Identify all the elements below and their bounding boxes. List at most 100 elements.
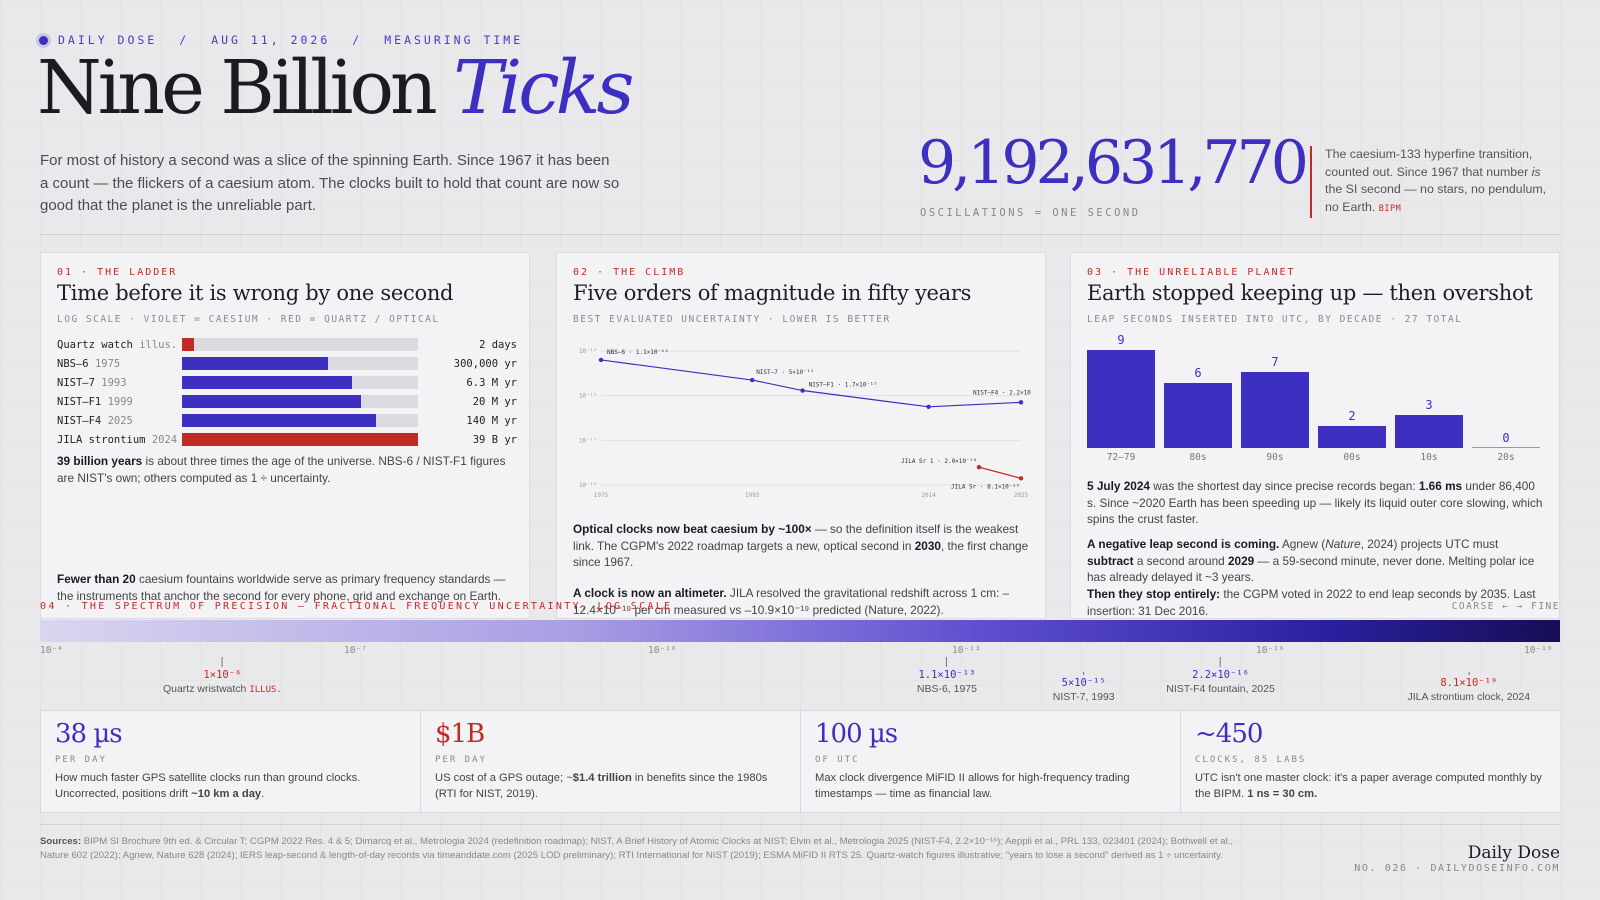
kicker-date: AUG 11, 2026 <box>211 33 331 47</box>
ladder-row-track <box>182 338 418 351</box>
stats-row: 38 µs PER DAY How much faster GPS satellit… <box>40 710 1560 813</box>
intro-paragraph: For most of history a second was a slice… <box>40 152 620 214</box>
ladder-row-track <box>182 433 418 446</box>
leap-bar-value: 3 <box>1425 398 1433 413</box>
spectrum-marker-stem <box>1468 672 1470 675</box>
issue-number: NO. 026 · DAILYDOSEINFO.COM <box>1354 863 1560 874</box>
header-divider <box>40 234 1560 235</box>
spectrum-tick: 10⁻¹³ <box>952 645 981 656</box>
stat-description: Max clock divergence MiFID II allows for… <box>815 772 1130 800</box>
chart-point <box>926 404 931 410</box>
page-title: Nine Billion Ticks <box>37 49 634 128</box>
kicker-separator: / <box>179 33 190 47</box>
spectrum-marker-tag: ILLUS. <box>249 685 282 695</box>
leap-bar-value: 7 <box>1271 354 1279 369</box>
chart-y-tick: 10⁻¹⁹ <box>579 482 597 489</box>
altimeter-note-text: JILA resolved the gravitational redshift… <box>573 586 1010 617</box>
sources-text: BIPM SI Brochure 9th ed. & Circular T; C… <box>40 836 1234 861</box>
spectrum-direction: COARSE ← → FINE <box>1451 601 1560 612</box>
card-climb: 02 · THE CLIMB Five orders of magnitude … <box>556 252 1046 619</box>
chart-point-label: JILA Sr 1 · 2.0×10⁻¹⁸ <box>901 458 977 465</box>
chart-x-tick: 1975 <box>594 492 609 499</box>
leap-bar-label: 10s <box>1420 452 1438 463</box>
leap-bar-value: 2 <box>1348 409 1356 424</box>
spectrum-tick: 10⁻⁷ <box>344 645 367 656</box>
end-leap-bold: Then they stop entirely: <box>1087 587 1221 601</box>
stat-card: $1B PER DAY US cost of a GPS outage; ~$1.4… <box>420 711 800 812</box>
ladder-row-note: 1975 <box>94 357 121 370</box>
spectrum-bar <box>40 620 1560 642</box>
leap-bar-value: 0 <box>1502 431 1510 445</box>
altimeter-note: A clock is now an altimeter. JILA resolv… <box>573 585 1033 618</box>
sidenote-source-tag: BIPM <box>1378 203 1402 214</box>
stat-card: 38 µs PER DAY How much faster GPS satellit… <box>40 711 420 812</box>
stat-value: 38 µs <box>55 719 123 749</box>
ladder-row-value: 39 B yr <box>472 433 517 446</box>
spectrum-marker: 1.1×10⁻¹³ NBS-6, 1975 <box>917 657 977 695</box>
negative-leap-subtract: subtract <box>1087 553 1134 568</box>
chart-point-label: NIST–F4 · 2.2×10⁻¹⁶ <box>973 389 1031 396</box>
stat-label: PER DAY <box>55 755 107 765</box>
card-eyebrow: 02 · THE CLIMB <box>573 267 686 278</box>
negative-leap-text: — a 59-second minute, never done. Meltin… <box>1087 553 1535 585</box>
fountains-note-bold: Fewer than 20 <box>57 572 136 586</box>
chart-point <box>976 464 982 470</box>
leap-bar-label: 80s <box>1189 452 1207 463</box>
kicker-topic: MEASURING TIME <box>384 33 524 47</box>
spectrum-marker-stem <box>1083 672 1085 675</box>
ladder-row-track <box>182 414 418 427</box>
card-title: Time before it is wrong by one second <box>57 281 454 305</box>
spectrum-marker-label: JILA strontium clock, 2024 <box>1407 691 1531 703</box>
stat-label: OF UTC <box>815 755 860 765</box>
leap-bar-label: 00s <box>1343 452 1361 463</box>
spectrum-marker-stem <box>946 657 948 667</box>
stat-description: UTC isn't one master clock: it's a paper… <box>1195 772 1542 800</box>
chart-y-tick: 10⁻¹³ <box>579 348 597 355</box>
ladder-row-value: 6.3 M yr <box>466 376 517 389</box>
end-leap-text: the CGPM voted in 2022 to end leap secon… <box>1087 587 1536 618</box>
stat-label: PER DAY <box>435 755 487 765</box>
card-eyebrow: 03 · THE UNRELIABLE PLANET <box>1087 267 1296 278</box>
spectrum-marker-value: 1×10⁻⁶ <box>203 669 242 681</box>
chart-series-line <box>978 466 1022 479</box>
leap-bar-value: 6 <box>1194 365 1202 380</box>
chart-point <box>598 357 604 363</box>
optical-note: Optical clocks now beat caesium by ~100×… <box>573 521 1033 571</box>
end-leap-note: Then they stop entirely: the CGPM voted … <box>1087 586 1547 618</box>
stat-description: US cost of a GPS outage; ~$1.4 trillion … <box>435 772 768 800</box>
sources-label: Sources: <box>40 836 82 847</box>
chart-x-tick: 2025 <box>1014 492 1029 499</box>
title-accent: Ticks <box>453 45 634 131</box>
stat-label: CLOCKS, 85 LABS <box>1195 755 1307 765</box>
ladder-row-bar <box>182 433 418 446</box>
ladder-note: 39 billion years is about three times th… <box>57 453 517 486</box>
leap-second-chart: 9 72–79 6 80s 7 90s 2 00s 3 10s 0 20s <box>1087 333 1547 463</box>
ladder-row-bar <box>182 414 376 427</box>
fountains-note-text: caesium fountains worldwide serve as pri… <box>57 572 506 603</box>
kicker: DAILY DOSE / AUG 11, 2026 / MEASURING TI… <box>39 33 523 47</box>
spectrum-marker-value: 8.1×10⁻¹⁹ <box>1440 677 1498 689</box>
spectrum-marker-stem <box>1220 657 1222 667</box>
stat-description-bold: 1 ns = 30 cm. <box>1247 787 1318 800</box>
spectrum-marker: 5×10⁻¹⁵ NIST-7, 1993 <box>1053 672 1115 703</box>
card-subtitle: BEST EVALUATED UNCERTAINTY · LOWER IS BE… <box>573 314 891 325</box>
leap-bar-label: 72–79 <box>1106 452 1136 463</box>
chart-point-label: NIST–7 · 5×10⁻¹⁵ <box>756 369 814 376</box>
optical-note-end: , the first change since 1967. <box>573 538 1029 570</box>
ladder-row-value: 300,000 yr <box>453 357 517 370</box>
negative-leap-bold: A negative leap second is coming. <box>1087 537 1280 551</box>
stat-value: 100 µs <box>815 719 898 749</box>
shortest-day-end: under 86,400 s. Since ~2020 Earth has be… <box>1087 479 1543 526</box>
negative-leap-text: a second around <box>1133 553 1228 568</box>
ladder-row-track <box>182 357 418 370</box>
spectrum-marker-value: 1.1×10⁻¹³ <box>918 669 976 681</box>
negative-leap-text: , 2024) projects UTC must <box>1360 537 1499 551</box>
leap-bar <box>1241 371 1309 448</box>
leap-bar <box>1164 382 1232 448</box>
optical-note-text: — so the definition itself is the weakes… <box>573 522 1019 553</box>
card-planet: 03 · THE UNRELIABLE PLANET Earth stopped… <box>1070 252 1560 619</box>
chart-point <box>1018 400 1024 405</box>
chart-point <box>1018 476 1024 481</box>
negative-leap-journal: Nature <box>1325 537 1361 551</box>
leap-bar <box>1087 350 1155 448</box>
